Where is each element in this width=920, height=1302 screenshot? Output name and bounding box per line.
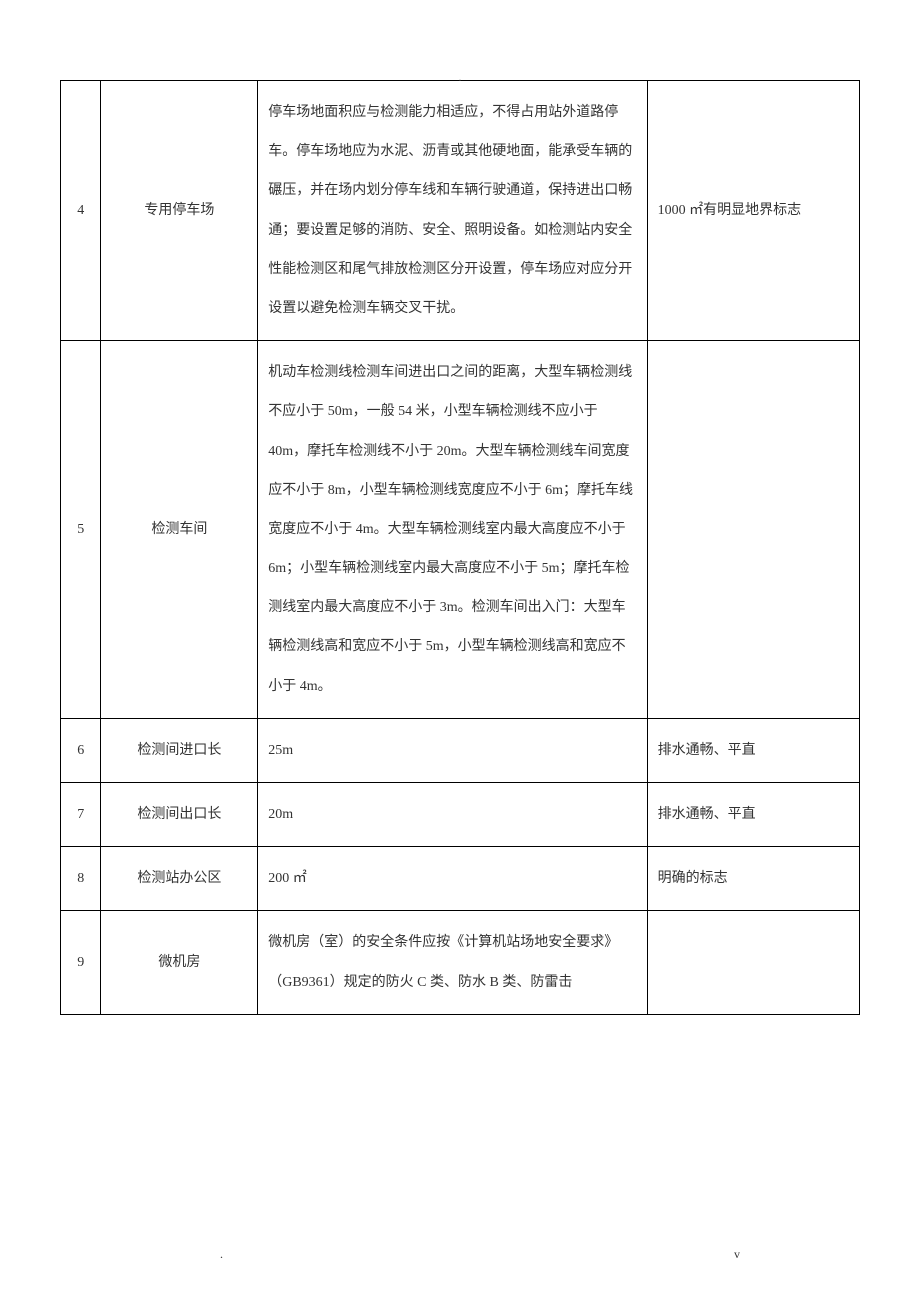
row-description: 25m: [258, 718, 647, 782]
row-note: [647, 911, 859, 1014]
row-number: 4: [61, 81, 101, 341]
row-number: 7: [61, 783, 101, 847]
page-footer: . v: [60, 1247, 860, 1262]
spec-table: 4 专用停车场 停车场地面积应与检测能力相适应，不得占用站外道路停车。停车场地应…: [60, 80, 860, 1015]
row-description: 机动车检测线检测车间进出口之间的距离，大型车辆检测线不应小于 50m，一般 54…: [258, 341, 647, 719]
table-row: 8 检测站办公区 200 ㎡ 明确的标志: [61, 847, 860, 911]
row-name: 专用停车场: [101, 81, 258, 341]
row-name: 检测车间: [101, 341, 258, 719]
table-row: 6 检测间进口长 25m 排水通畅、平直: [61, 718, 860, 782]
row-name: 检测间进口长: [101, 718, 258, 782]
row-note: 排水通畅、平直: [647, 718, 859, 782]
row-note: [647, 341, 859, 719]
row-number: 6: [61, 718, 101, 782]
row-name: 微机房: [101, 911, 258, 1014]
footer-left-marker: .: [60, 1247, 223, 1262]
row-note: 明确的标志: [647, 847, 859, 911]
row-description: 停车场地面积应与检测能力相适应，不得占用站外道路停车。停车场地应为水泥、沥青或其…: [258, 81, 647, 341]
footer-right-marker: v: [734, 1247, 860, 1262]
row-description: 200 ㎡: [258, 847, 647, 911]
table-row: 5 检测车间 机动车检测线检测车间进出口之间的距离，大型车辆检测线不应小于 50…: [61, 341, 860, 719]
table-row: 9 微机房 微机房（室）的安全条件应按《计算机站场地安全要求》（GB9361）规…: [61, 911, 860, 1014]
row-number: 8: [61, 847, 101, 911]
row-name: 检测间出口长: [101, 783, 258, 847]
row-description: 20m: [258, 783, 647, 847]
page-marker-top: .: [459, 70, 462, 85]
row-description: 微机房（室）的安全条件应按《计算机站场地安全要求》（GB9361）规定的防火 C…: [258, 911, 647, 1014]
row-name: 检测站办公区: [101, 847, 258, 911]
row-note: 1000 ㎡有明显地界标志: [647, 81, 859, 341]
row-note: 排水通畅、平直: [647, 783, 859, 847]
row-number: 9: [61, 911, 101, 1014]
table-row: 7 检测间出口长 20m 排水通畅、平直: [61, 783, 860, 847]
row-number: 5: [61, 341, 101, 719]
table-row: 4 专用停车场 停车场地面积应与检测能力相适应，不得占用站外道路停车。停车场地应…: [61, 81, 860, 341]
